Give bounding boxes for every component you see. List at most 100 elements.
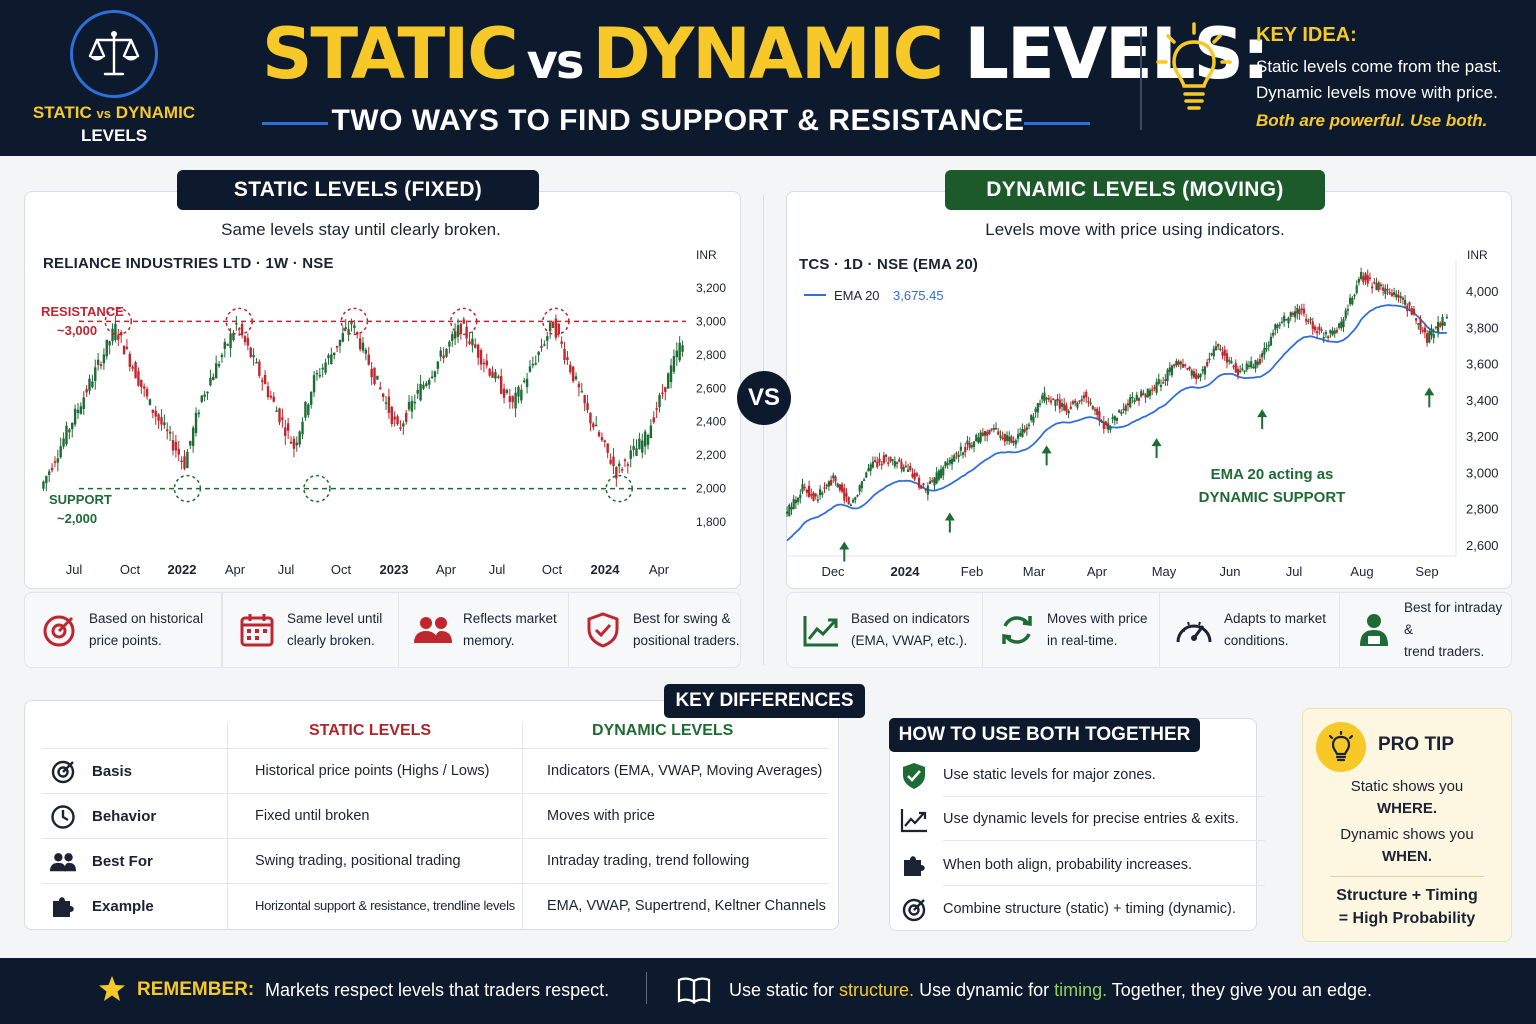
candle-body — [801, 484, 804, 492]
candle-body — [603, 440, 607, 442]
candle-body — [1212, 348, 1215, 357]
users-icon — [50, 849, 76, 875]
candle-body — [338, 339, 342, 346]
y-tick-label: 3,000 — [696, 314, 726, 328]
candle-body — [1331, 330, 1334, 335]
trader-icon — [1354, 610, 1394, 650]
key-idea-emphasis: Both are powerful. Use both. — [1256, 111, 1488, 130]
candle-body — [1153, 387, 1156, 389]
candle-body — [485, 360, 488, 366]
candle-body — [1346, 309, 1350, 311]
candle-body — [994, 428, 998, 430]
candle-body — [59, 446, 62, 458]
candle-body — [318, 374, 322, 377]
x-tick-label: 2022 — [168, 562, 197, 577]
candle-body — [1223, 349, 1226, 356]
candle-body — [474, 344, 477, 348]
candle-body — [445, 348, 448, 357]
target-icon — [899, 895, 929, 925]
support-arrow-head — [1257, 409, 1268, 418]
candle-body — [266, 386, 270, 398]
candle-body — [1140, 391, 1143, 397]
candle-body — [425, 383, 428, 386]
candle-body — [1291, 312, 1295, 315]
candle-body — [249, 347, 252, 358]
candle-body — [946, 463, 949, 465]
candle-body — [416, 389, 419, 394]
candle-body — [935, 472, 938, 484]
static-panel — [24, 191, 741, 589]
target-icon — [50, 759, 76, 785]
candle-body — [390, 406, 393, 425]
candle-body — [1091, 405, 1094, 410]
candle-body — [999, 435, 1002, 438]
candle-body — [194, 412, 198, 433]
resistance-touch-marker — [542, 307, 570, 336]
footer-remember: REMEMBER: — [137, 979, 255, 1000]
candle-body — [1353, 294, 1356, 297]
candle-body — [1342, 319, 1345, 328]
candle-body — [1124, 405, 1127, 412]
candle-body — [1221, 351, 1224, 356]
y-tick-label: 2,800 — [1466, 502, 1499, 517]
candle-body — [895, 462, 899, 464]
y-tick-label: 2,200 — [696, 448, 726, 462]
candle-body — [1362, 276, 1365, 283]
candle-body — [1034, 408, 1037, 413]
candle-body — [666, 373, 670, 389]
candle-body — [884, 454, 888, 457]
candle-body — [966, 440, 969, 445]
table-row: Behavior Fixed until broken Moves with p… — [42, 793, 828, 838]
candle-body — [246, 338, 250, 346]
candle-body — [589, 413, 592, 424]
candle-body — [47, 471, 51, 475]
candle-body — [1126, 403, 1130, 406]
candle-body — [1428, 331, 1431, 343]
candle-body — [1021, 428, 1024, 437]
candle-body — [1349, 297, 1352, 305]
y-tick-label: 3,600 — [1466, 357, 1499, 372]
candle-body — [534, 362, 537, 365]
candle-body — [1166, 369, 1169, 382]
candle-body — [462, 319, 465, 324]
candle-body — [882, 455, 885, 464]
candle-body — [1280, 321, 1284, 324]
candle-body — [681, 345, 684, 352]
header — [0, 0, 1536, 156]
candle-body — [1296, 307, 1299, 314]
candle-body — [226, 344, 229, 346]
candle-body — [563, 348, 566, 361]
candle-body — [128, 353, 132, 367]
annotation-line: EMA 20 acting as — [1211, 466, 1334, 483]
x-tick-label: Jul — [489, 562, 506, 577]
candle-body — [926, 485, 929, 495]
candle-body — [829, 479, 833, 486]
key-idea-line: Dynamic levels move with price. — [1256, 83, 1498, 102]
candle-body — [399, 427, 402, 429]
candle-body — [1025, 427, 1028, 431]
candle-body — [623, 459, 627, 461]
candle-body — [1366, 275, 1369, 284]
candle-body — [73, 408, 77, 425]
x-tick-label: May — [1152, 564, 1177, 579]
candle-body — [876, 461, 879, 468]
candle-body — [643, 431, 647, 447]
candle-body — [125, 346, 129, 349]
candle-body — [1065, 405, 1068, 412]
candle-body — [217, 364, 221, 367]
candle-body — [1377, 282, 1380, 291]
candle-body — [1228, 360, 1231, 362]
candle-body — [88, 378, 91, 391]
candle-body — [1142, 393, 1145, 396]
candle-body — [1027, 424, 1031, 427]
candle-body — [494, 372, 497, 379]
candle-body — [988, 430, 991, 434]
candle-body — [1395, 293, 1398, 298]
candle-body — [292, 438, 296, 449]
candle-body — [1373, 281, 1376, 284]
resistance-touch-marker — [104, 307, 133, 336]
candle-body — [1298, 309, 1301, 315]
candle-body — [243, 336, 247, 343]
candle-body — [482, 362, 486, 365]
candle-body — [1085, 392, 1088, 398]
